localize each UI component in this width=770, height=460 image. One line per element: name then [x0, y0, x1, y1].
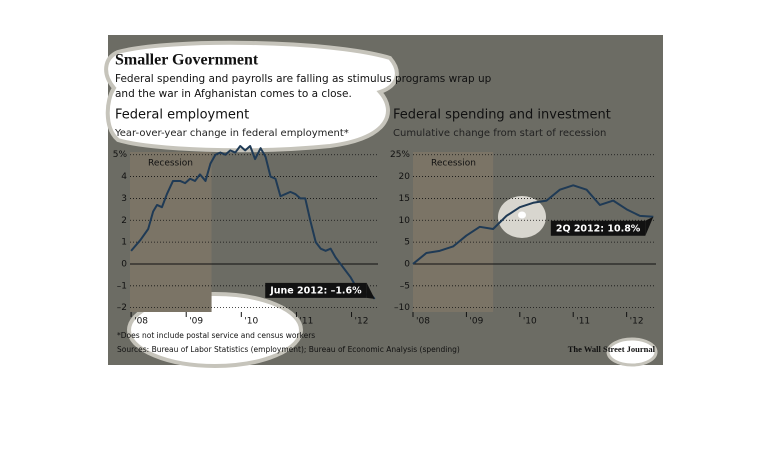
y-tick-label: 3	[121, 194, 127, 204]
y-tick-label: 5%	[113, 150, 128, 160]
annotation-pointer	[645, 216, 654, 236]
x-tick-label: '09	[469, 317, 483, 327]
annotation: 2Q 2012: 10.8%	[556, 223, 641, 234]
y-tick-label: 0	[404, 259, 410, 269]
x-tick-label: '10	[244, 317, 258, 327]
highlight-dot	[518, 211, 526, 219]
page-subtitle: and the war in Afghanistan comes to a cl…	[115, 88, 352, 100]
recession-label: Recession	[431, 159, 476, 169]
chart-subtitle: Cumulative change from start of recessio…	[393, 128, 606, 139]
y-tick-label: –10	[394, 303, 410, 313]
recession-label: Recession	[148, 159, 193, 169]
x-tick-label: '11	[299, 317, 313, 327]
content: Smaller Government Federal spending and …	[114, 52, 656, 354]
recession-band	[413, 152, 494, 312]
x-tick-label: '11	[576, 317, 590, 327]
y-tick-label: 1	[121, 238, 127, 248]
y-tick-label: –1	[117, 281, 127, 291]
x-tick-label: '12	[630, 317, 644, 327]
data-line	[412, 184, 654, 265]
y-tick-label: 15	[399, 194, 410, 204]
y-tick-label: 5	[404, 238, 410, 248]
y-tick-label: 4	[121, 172, 127, 182]
y-tick-label: 20	[399, 172, 411, 182]
chart-title: Federal employment	[115, 108, 249, 123]
y-tick-label: 25%	[390, 150, 410, 160]
annotation-box	[550, 220, 646, 236]
x-tick-label: '08	[134, 317, 148, 327]
annotation-pointer	[366, 282, 375, 299]
chart-title: Federal spending and investment	[393, 108, 611, 123]
annotation-box	[265, 282, 367, 298]
y-tick-label: –5	[400, 281, 410, 291]
highlight-blob	[606, 337, 658, 367]
page-title: Smaller Government	[115, 52, 259, 69]
y-tick-label: 10	[399, 216, 411, 226]
x-tick-label: '12	[355, 317, 369, 327]
source: Sources: Bureau of Labor Statistics (emp…	[117, 345, 460, 354]
y-tick-label: 2	[121, 216, 127, 226]
y-tick-label: 0	[121, 259, 127, 269]
chart-subtitle: Year-over-year change in federal employm…	[114, 128, 349, 139]
y-tick-label: –2	[117, 303, 127, 313]
data-line	[130, 145, 376, 300]
x-tick-label: '09	[189, 317, 203, 327]
highlight-blob	[104, 40, 399, 153]
x-tick-label: '08	[416, 317, 430, 327]
credit: The Wall Street Journal	[568, 344, 656, 354]
footnote: *Does not include postal service and cen…	[117, 331, 315, 340]
annotation: June 2012: –1.6%	[269, 285, 362, 296]
x-tick-label: '10	[523, 317, 537, 327]
page-subtitle: Federal spending and payrolls are fallin…	[115, 73, 492, 85]
